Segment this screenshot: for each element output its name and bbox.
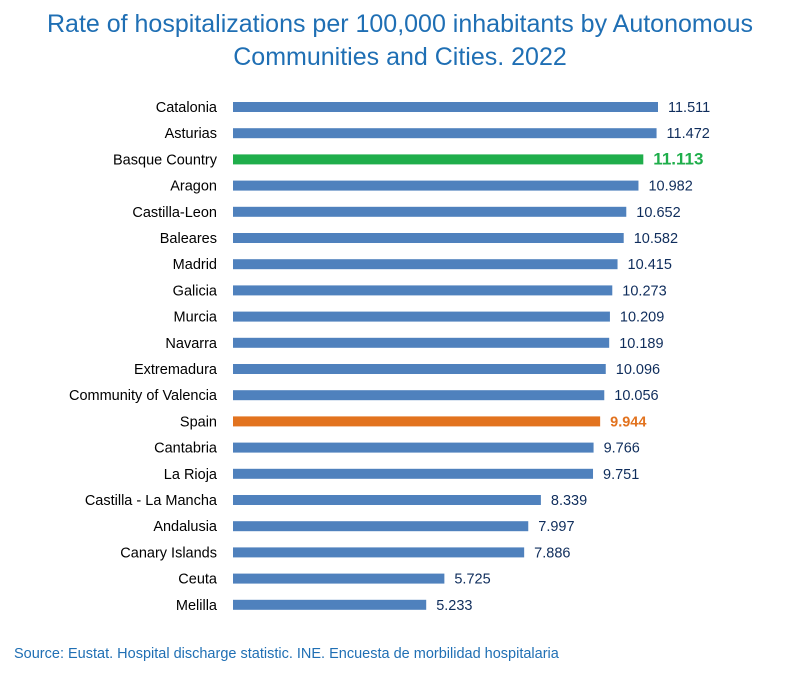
category-label-murcia: Murcia [173, 310, 217, 326]
chart-title-line1: Rate of hospitalizations per 100,000 inh… [46, 10, 754, 38]
chart-title: Rate of hospitalizations per 100,000 inh… [0, 8, 800, 74]
value-label-andalusia: 7.997 [538, 519, 574, 535]
bar-chart: Catalonia 11.511 Asturias 11.472 Basque Coun… [69, 100, 710, 614]
bar-asturias [233, 128, 657, 139]
bar-basque-country [233, 154, 644, 165]
bar-spain [233, 416, 601, 427]
value-label-murcia: 10.209 [620, 310, 664, 326]
bar-murcia [233, 311, 610, 322]
category-label-ceuta: Ceuta [178, 572, 218, 588]
value-label-spain: 9.944 [610, 414, 646, 430]
bar-navarra [233, 337, 610, 348]
category-label-community-of-valencia: Community of Valencia [69, 388, 218, 404]
category-label-aragon: Aragon [170, 179, 217, 195]
chart-title-line2: Communities and Cities. 2022 [233, 43, 567, 71]
value-label-extremadura: 10.096 [616, 362, 660, 378]
category-label-canary-islands: Canary Islands [120, 545, 217, 561]
category-label-castilla-leon: Castilla-Leon [132, 205, 217, 221]
value-label-ceuta: 5.725 [454, 572, 490, 588]
bar-canary-islands [233, 547, 525, 558]
category-label-asturias: Asturias [165, 126, 217, 142]
value-label-castilla-leon: 10.652 [636, 205, 680, 221]
value-label-la-rioja: 9.751 [603, 467, 639, 483]
bar-melilla [233, 599, 427, 610]
category-label-cantabria: Cantabria [154, 441, 218, 457]
value-label-galicia: 10.273 [622, 283, 666, 299]
bar-castilla-la-mancha [233, 495, 541, 505]
value-label-melilla: 5.233 [436, 598, 472, 614]
bar-castilla-leon [233, 206, 627, 217]
category-label-la-rioja: La Rioja [164, 467, 218, 483]
bar-extremadura [233, 364, 606, 374]
value-label-aragon: 10.982 [648, 179, 692, 195]
bar-galicia [233, 285, 613, 296]
value-label-asturias: 11.472 [667, 126, 710, 142]
value-label-castilla-la-mancha: 8.339 [551, 493, 587, 509]
category-label-extremadura: Extremadura [134, 362, 218, 378]
category-label-baleares: Baleares [160, 231, 217, 247]
category-label-melilla: Melilla [176, 598, 218, 614]
bar-la-rioja [233, 468, 594, 479]
category-label-castilla-la-mancha: Castilla - La Mancha [85, 493, 218, 509]
value-label-navarra: 10.189 [619, 336, 663, 352]
bar-baleares [233, 233, 624, 243]
bar-madrid [233, 259, 618, 270]
category-label-andalusia: Andalusia [153, 519, 218, 535]
category-label-galicia: Galicia [173, 283, 218, 299]
bar-catalonia [233, 102, 658, 112]
value-label-canary-islands: 7.886 [534, 545, 570, 561]
value-label-baleares: 10.582 [634, 231, 678, 247]
bar-cantabria [233, 442, 594, 453]
category-label-catalonia: Catalonia [156, 100, 218, 116]
bar-aragon [233, 180, 639, 191]
category-label-basque-country: Basque Country [113, 152, 218, 168]
bar-andalusia [233, 521, 529, 532]
value-label-madrid: 10.415 [628, 257, 672, 273]
bar-ceuta [233, 573, 445, 584]
category-label-navarra: Navarra [165, 336, 218, 352]
category-label-spain: Spain [180, 414, 217, 430]
value-label-catalonia: 11.511 [668, 100, 710, 116]
value-label-cantabria: 9.766 [604, 441, 640, 457]
bar-community-of-valencia [233, 390, 605, 401]
category-label-madrid: Madrid [173, 257, 217, 273]
value-label-basque-country: 11.113 [653, 149, 703, 168]
value-label-community-of-valencia: 10.056 [614, 388, 658, 404]
source-note: Source: Eustat. Hospital discharge stati… [14, 646, 559, 662]
